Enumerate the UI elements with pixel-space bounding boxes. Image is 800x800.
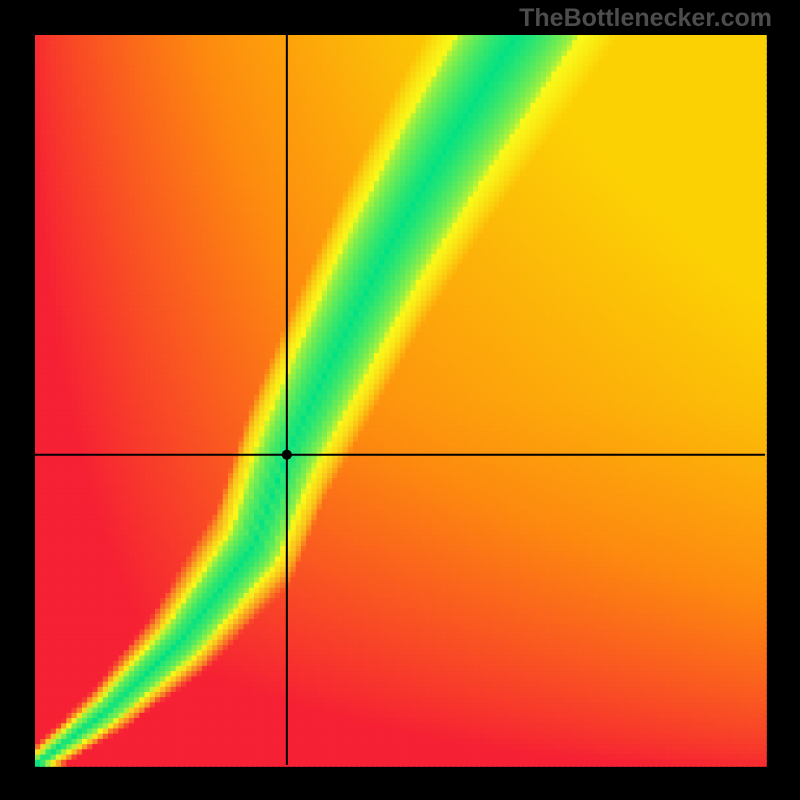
chart-container: { "watermark": { "text": "TheBottlenecke… — [0, 0, 800, 800]
bottleneck-heatmap-canvas — [0, 0, 800, 800]
watermark-text: TheBottlenecker.com — [519, 4, 772, 33]
